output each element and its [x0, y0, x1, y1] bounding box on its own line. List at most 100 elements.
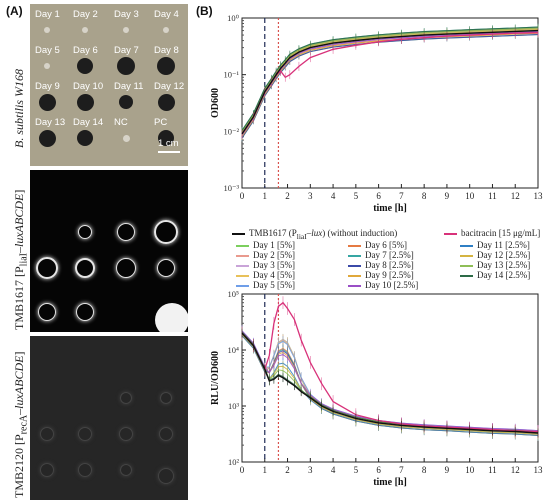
x-tick-label: 12: [511, 191, 520, 201]
well-label: Day 7: [114, 45, 139, 56]
well-label: Day 13: [35, 117, 66, 128]
rlu-series: [241, 332, 539, 434]
lux-ring: [157, 259, 175, 277]
y-tick-label: 10²: [228, 457, 240, 467]
y-tick-label: 10⁵: [228, 290, 240, 299]
legend-swatch: [236, 274, 249, 277]
legend: TMB1617 (PliaI–lux) (without induction) …: [232, 228, 550, 290]
y-tick-label: 10⁻³: [223, 183, 239, 193]
lux-ring: [160, 392, 172, 404]
lux-ring: [38, 303, 56, 321]
od-series: [241, 28, 539, 134]
rlu-series: [241, 331, 539, 433]
plate-lux-liai: [30, 170, 188, 332]
well-label: Day 14: [73, 117, 104, 128]
legend-label: Day 12 [2.5%]: [477, 250, 531, 260]
y-tick-label: 10⁻²: [223, 126, 239, 136]
x-tick-label: 2: [285, 191, 290, 201]
od-series: [241, 26, 539, 131]
well-label: Day 10: [73, 81, 104, 92]
y-axis-label: RLU/OD600: [210, 351, 221, 405]
x-tick-label: 13: [534, 191, 544, 201]
legend-entry: Day 1 [5%]: [236, 240, 295, 250]
od-series: [241, 27, 539, 132]
well-label: PC: [154, 117, 168, 128]
plate-lux-reca: [30, 336, 188, 500]
rlu-series-control: [241, 332, 539, 434]
legend-swatch: [348, 244, 361, 247]
lux-ring: [120, 464, 132, 476]
x-tick-label: 4: [331, 191, 336, 201]
lux-ring: [120, 392, 132, 404]
rlu-series: [241, 334, 539, 435]
panel-b-label: (B): [196, 4, 213, 18]
rlu-series: [241, 335, 539, 436]
x-tick-label: 0: [240, 465, 245, 475]
well-label: NC: [114, 117, 128, 128]
well-day-4: [163, 27, 169, 33]
legend-swatch: [236, 244, 249, 247]
x-tick-label: 9: [445, 465, 450, 475]
od-series-bacitracin: [241, 32, 539, 135]
legend-swatch: [348, 254, 361, 257]
legend-label: Day 10 [2.5%]: [365, 280, 419, 290]
od-series: [241, 32, 539, 137]
lux-ring: [155, 303, 188, 332]
legend-label: Day 4 [5%]: [253, 270, 295, 280]
rlu-series-bacitracin: [241, 301, 539, 433]
well-day-7: [117, 57, 135, 75]
legend-label: Day 13 [2.5%]: [477, 260, 531, 270]
legend-entry: Day 9 [2.5%]: [348, 270, 414, 280]
legend-label: Day 5 [5%]: [253, 280, 295, 290]
x-tick-label: 8: [422, 465, 427, 475]
strain-label-mid: TMB1617 [PliaI–luxABCDE]: [12, 189, 30, 330]
well-label: Day 2: [73, 9, 98, 20]
legend-swatch: [348, 274, 361, 277]
legend-label: Day 14 [2.5%]: [477, 270, 531, 280]
legend-entry: Day 14 [2.5%]: [460, 270, 530, 280]
legend-label: Day 1 [5%]: [253, 240, 295, 250]
lux-ring: [117, 223, 135, 241]
well-day-12: [157, 93, 175, 111]
legend-entry: Day 11 [2.5%]: [460, 240, 530, 250]
lux-ring: [78, 463, 92, 477]
lux-ring: [119, 427, 133, 441]
well-pc: [158, 130, 174, 146]
x-tick-label: 7: [399, 191, 404, 201]
x-axis-label: time [h]: [373, 477, 407, 488]
od-series: [241, 27, 539, 132]
x-tick-label: 3: [308, 191, 313, 201]
x-tick-label: 2: [285, 465, 290, 475]
legend-swatch: [348, 264, 361, 267]
lux-ring: [78, 427, 92, 441]
legend-label: Day 2 [5%]: [253, 250, 295, 260]
legend-swatch: [460, 274, 473, 277]
well-nc: [122, 134, 130, 142]
legend-swatch: [460, 244, 473, 247]
rlu-series: [241, 335, 539, 436]
legend-label: Day 7 [2.5%]: [365, 250, 414, 260]
legend-control: TMB1617 (PliaI–lux) (without induction): [232, 228, 397, 241]
od-series: [241, 26, 539, 131]
y-tick-label: 10⁴: [228, 345, 240, 355]
well-day-9: [38, 93, 56, 111]
well-day-3: [123, 27, 129, 33]
x-tick-label: 3: [308, 465, 313, 475]
legend-entry: Day 10 [2.5%]: [348, 280, 418, 290]
x-tick-label: 7: [399, 465, 404, 475]
legend-bacitracin-label: bacitracin [15 μg/mL]: [461, 228, 541, 238]
legend-entry: Day 6 [5%]: [348, 240, 407, 250]
y-tick-label: 10⁻¹: [223, 70, 239, 80]
x-tick-label: 0: [240, 191, 245, 201]
legend-swatch: [236, 254, 249, 257]
x-tick-label: 10: [465, 465, 475, 475]
legend-control-swatch: [232, 232, 245, 236]
rlu-series: [241, 334, 539, 435]
legend-entry: Day 12 [2.5%]: [460, 250, 530, 260]
od-series: [241, 34, 539, 139]
legend-bacitracin-swatch: [444, 232, 457, 235]
legend-swatch: [236, 264, 249, 267]
well-day-11: [119, 95, 133, 109]
strain-label-bot: TMB2120 [PrecA–luxABCDE]: [12, 351, 30, 498]
scale-bar: [158, 151, 180, 153]
